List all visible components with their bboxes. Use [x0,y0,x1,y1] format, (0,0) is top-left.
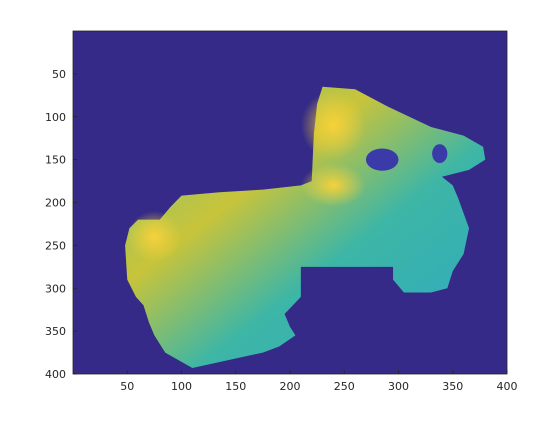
axes: 50 100 150 200 250 300 350 400 50 100 150 200 250 300… [45,68,518,393]
y-tick-label: 150 [45,154,66,167]
x-tick-label: 300 [388,380,409,393]
dark-region [432,144,448,164]
warm-region [127,211,182,263]
y-tick-label: 300 [45,282,66,295]
y-tick-label: 400 [45,368,66,381]
x-tick-label: 250 [334,380,355,393]
y-tick-label: 250 [45,239,66,252]
x-tick-label: 200 [280,380,301,393]
y-tick-label: 350 [45,325,66,338]
warm-region [300,91,366,160]
x-tick-label: 350 [442,380,463,393]
x-tick-label: 150 [225,380,246,393]
x-tick-label: 400 [497,380,518,393]
depth-image [125,86,486,368]
x-tick-label: 100 [171,380,192,393]
x-tick-label: 50 [120,380,134,393]
dark-region [365,148,399,171]
y-tick-label: 200 [45,197,66,210]
warm-region [300,163,366,207]
y-tick-label: 100 [45,111,66,124]
y-tick-label: 50 [52,68,66,81]
